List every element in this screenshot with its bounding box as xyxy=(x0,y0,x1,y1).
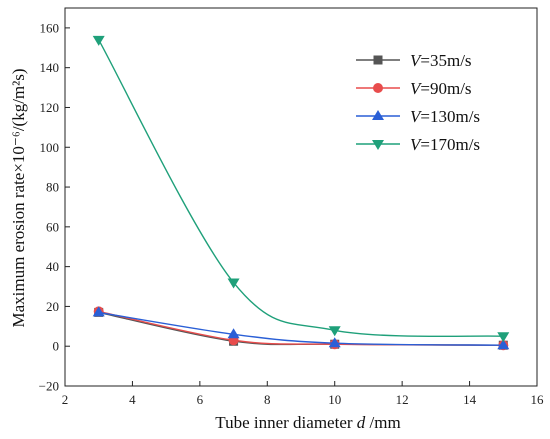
data-point xyxy=(328,337,341,348)
legend-item: V=90m/s xyxy=(356,79,472,98)
y-tick-label: 0 xyxy=(53,339,60,354)
legend-item: V=35m/s xyxy=(356,51,472,70)
legend-marker xyxy=(373,55,383,65)
series-line xyxy=(98,311,504,346)
x-tick-label: 6 xyxy=(197,392,204,407)
x-axis-label: Tube inner diameter d /mm xyxy=(215,413,400,432)
y-tick-label: 20 xyxy=(46,299,59,314)
y-tick-label: −20 xyxy=(39,379,59,394)
y-tick-label: 60 xyxy=(46,219,59,234)
y-tick-label: 40 xyxy=(46,259,59,274)
x-tick-label: 10 xyxy=(328,392,341,407)
legend-item: V=170m/s xyxy=(356,135,480,154)
legend-marker xyxy=(372,140,384,150)
series-line xyxy=(98,39,504,338)
y-tick-label: 100 xyxy=(40,140,60,155)
x-tick-label: 14 xyxy=(463,392,477,407)
x-tick-label: 16 xyxy=(531,392,545,407)
series-1 xyxy=(93,306,509,351)
y-axis-label: Maximum erosion rate×10⁻⁶/(kg/m²s) xyxy=(9,68,28,327)
data-point xyxy=(227,328,240,339)
data-point xyxy=(497,339,510,350)
y-tick-label: 160 xyxy=(40,20,60,35)
x-tick-label: 4 xyxy=(129,392,136,407)
legend-label: V=170m/s xyxy=(410,135,480,154)
x-tick-label: 12 xyxy=(396,392,409,407)
data-point xyxy=(497,332,510,343)
series-line xyxy=(98,311,504,346)
data-point xyxy=(92,35,105,46)
y-tick-label: 140 xyxy=(40,60,60,75)
x-tick-label: 2 xyxy=(62,392,69,407)
legend-label: V=35m/s xyxy=(410,51,472,70)
legend-item: V=130m/s xyxy=(356,107,480,126)
plot-frame xyxy=(64,7,538,387)
y-axis: −20 0 20 40 60 80 100 120 140 160 xyxy=(39,20,70,394)
legend-marker xyxy=(373,83,383,93)
legend: V=35m/s V=90m/s V=130m/s V=170m/s xyxy=(356,51,480,154)
series-3 xyxy=(92,35,510,343)
x-tick-label: 8 xyxy=(264,392,271,407)
data-point xyxy=(92,306,105,317)
data-point xyxy=(328,326,341,337)
series-line xyxy=(98,310,504,346)
data-point xyxy=(227,278,240,289)
series-2 xyxy=(92,306,510,350)
y-tick-label: 80 xyxy=(46,180,59,195)
series-layer xyxy=(92,35,510,351)
legend-label: V=90m/s xyxy=(410,79,472,98)
x-axis: 2 4 6 8 10 12 14 16 xyxy=(62,381,544,407)
y-tick-label: 120 xyxy=(40,100,60,115)
legend-label: V=130m/s xyxy=(410,107,480,126)
legend-marker xyxy=(372,110,384,120)
